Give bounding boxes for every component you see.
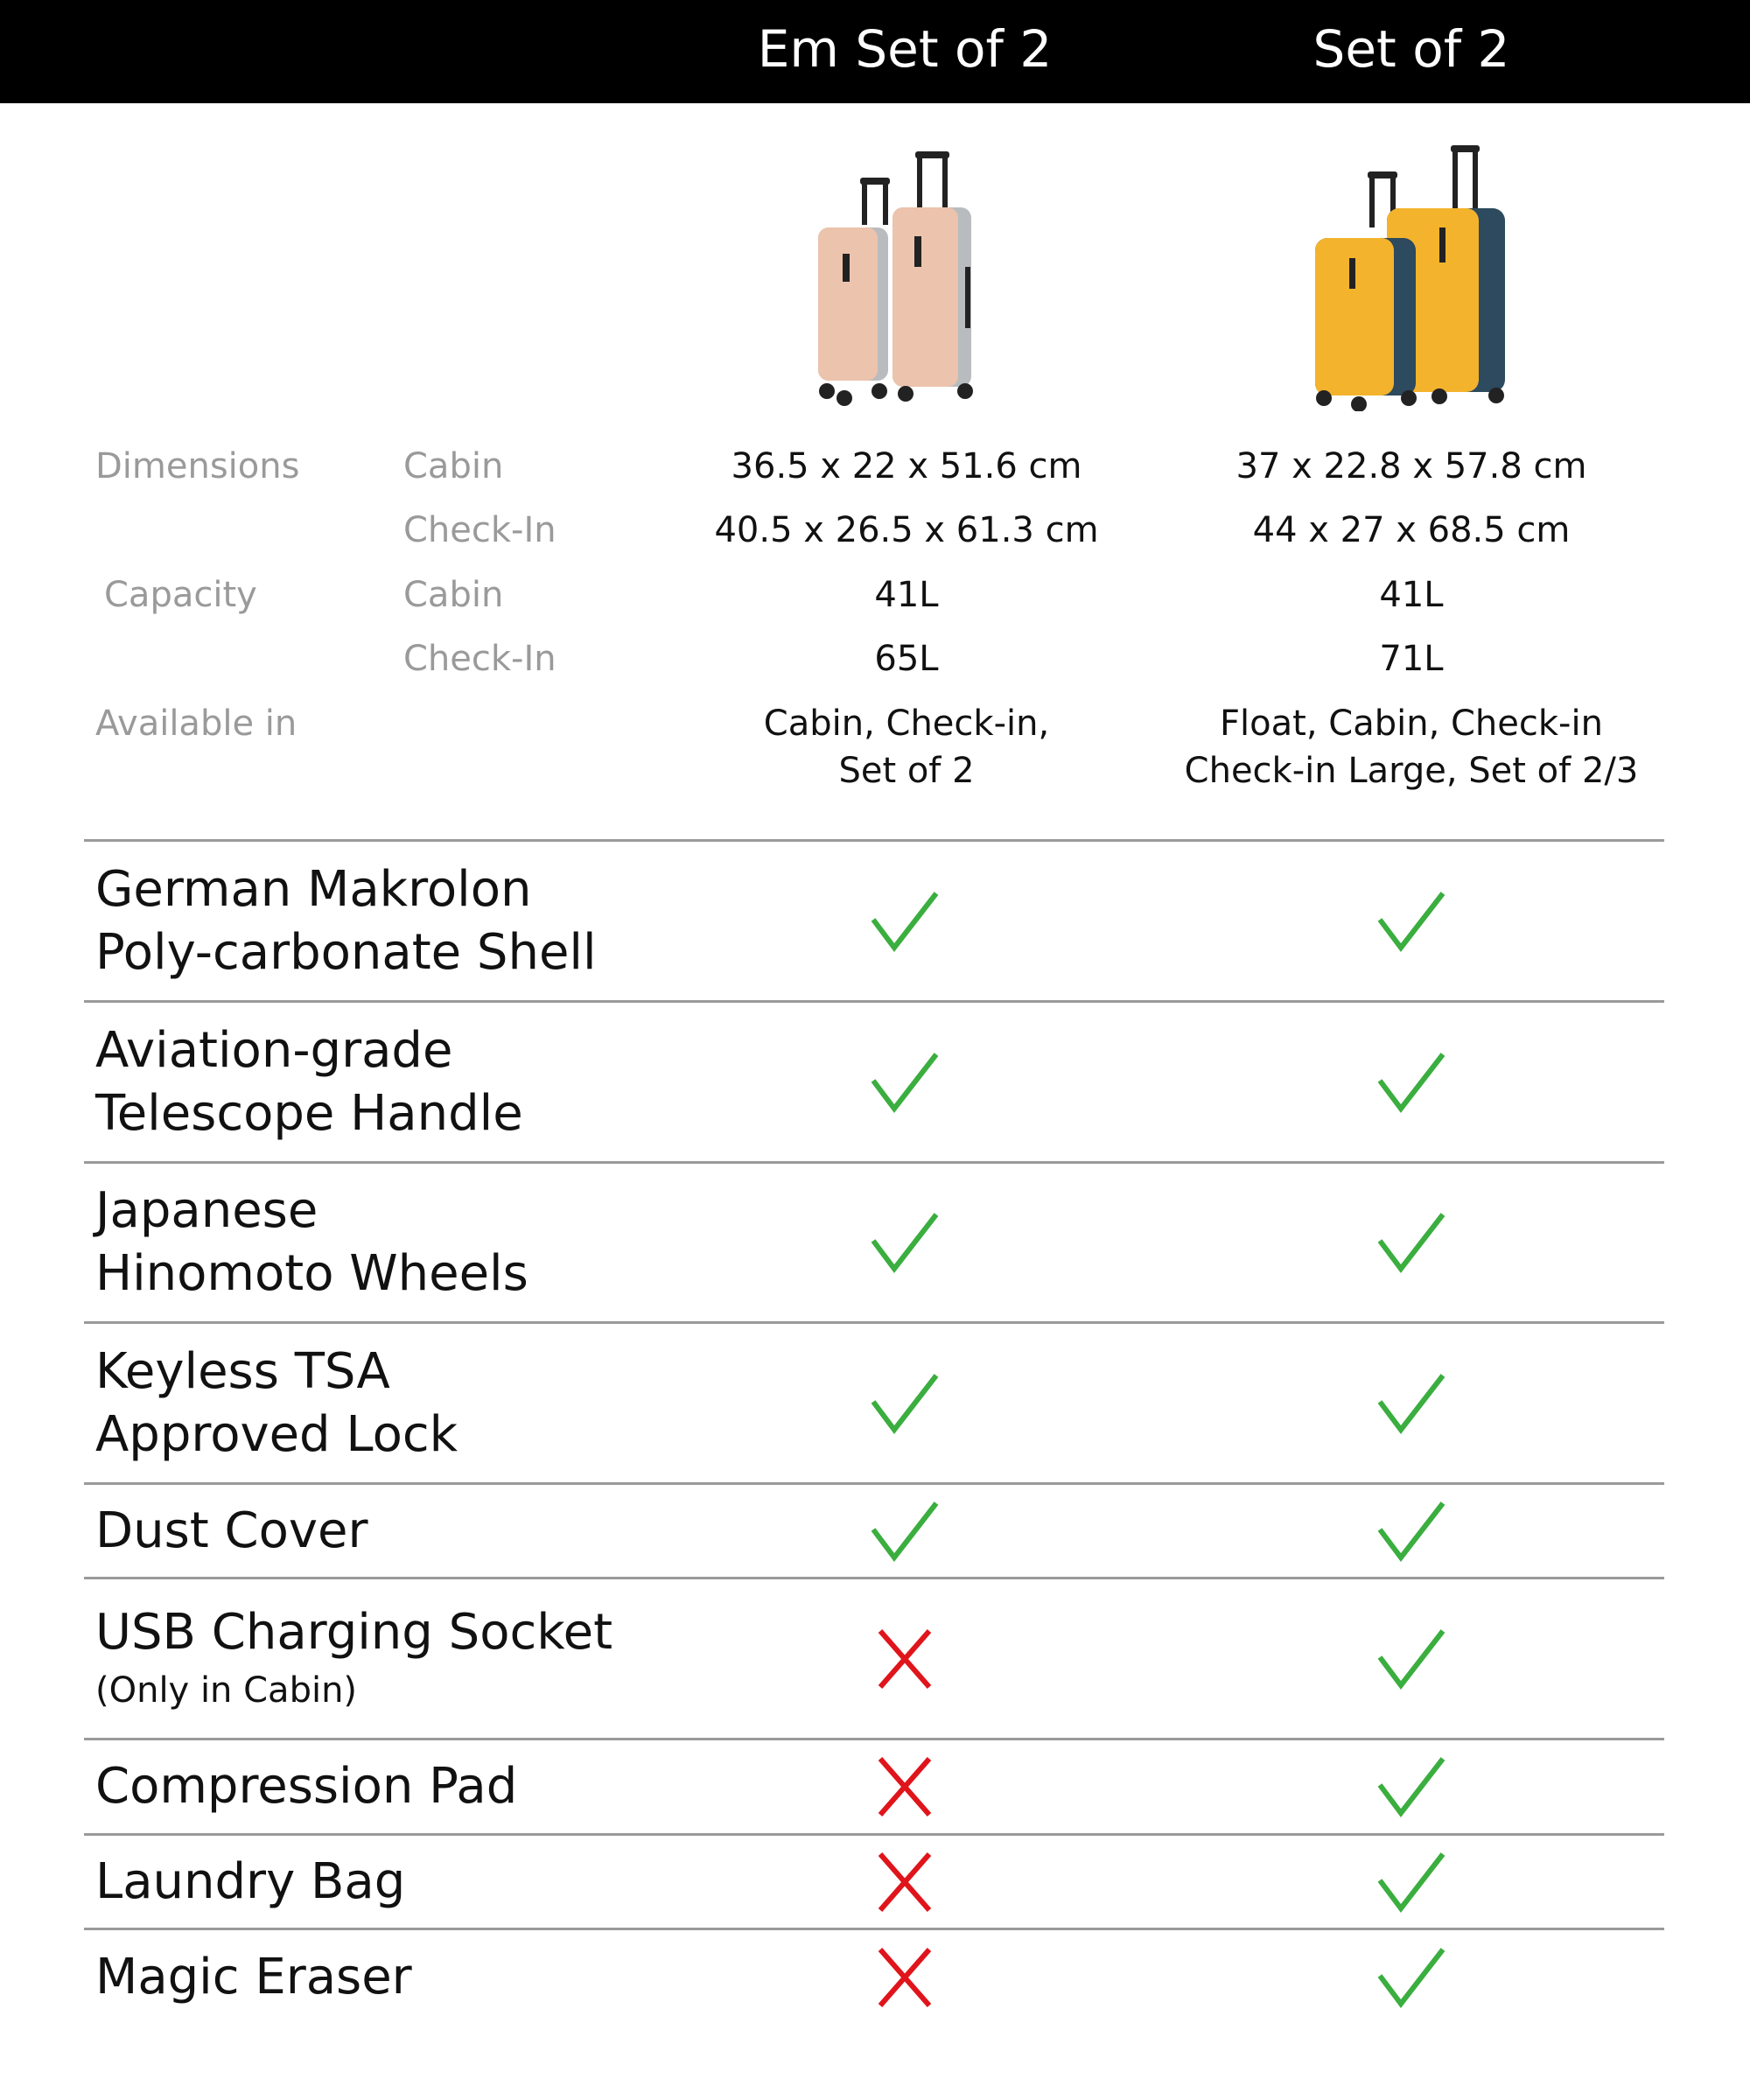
- feature-row: Compression Pad: [84, 1738, 1664, 1833]
- feature-label: USB Charging Socket (Only in Cabin): [95, 1601, 612, 1717]
- feature-label-line: Magic Eraser: [95, 1948, 412, 2006]
- feature-row: Magic Eraser: [84, 1928, 1664, 2024]
- feature-label: German Makrolon Poly-carbonate Shell: [95, 858, 597, 984]
- feature-label: Japanese Hinomoto Wheels: [95, 1180, 528, 1306]
- header-bar: Em Set of 2 Set of 2: [0, 0, 1750, 103]
- check-icon: [1377, 1757, 1446, 1817]
- check-icon: [1377, 1852, 1446, 1913]
- check-icon: [871, 1052, 939, 1113]
- em-available-line-1: Cabin, Check-in,: [763, 704, 1050, 744]
- set-available-line-2: Check-in Large, Set of 2/3: [1184, 751, 1639, 791]
- capacity-label: Capacity: [104, 575, 257, 615]
- feature-row: Aviation-grade Telescope Handle: [84, 1000, 1664, 1161]
- feature-label-line: German Makrolon: [95, 860, 532, 918]
- feature-label-line: Dust Cover: [95, 1502, 368, 1559]
- set-cabin-dimensions: 37 x 22.8 x 57.8 cm: [1236, 446, 1587, 486]
- dimensions-cabin-label: Cabin: [403, 446, 504, 486]
- check-icon: [1377, 891, 1446, 952]
- cross-icon: [878, 1947, 932, 2007]
- set-checkin-capacity: 71L: [1379, 639, 1444, 679]
- feature-label-line: Keyless TSA: [95, 1342, 390, 1400]
- pink-luggage-set-image: [818, 151, 973, 406]
- column-title-set-of-2: Set of 2: [1312, 19, 1510, 79]
- feature-row: Japanese Hinomoto Wheels: [84, 1161, 1664, 1321]
- capacity-checkin-label: Check-In: [403, 639, 556, 679]
- feature-label-line: Poly-carbonate Shell: [95, 923, 597, 981]
- feature-label-line: Approved Lock: [95, 1405, 458, 1463]
- check-icon: [1377, 1213, 1446, 1273]
- check-icon: [1377, 1628, 1446, 1690]
- capacity-cabin-label: Cabin: [403, 575, 504, 615]
- set-available-line-1: Float, Cabin, Check-in: [1220, 704, 1603, 744]
- em-cabin-dimensions: 36.5 x 22 x 51.6 cm: [731, 446, 1082, 486]
- set-cabin-capacity: 41L: [1379, 575, 1444, 615]
- features-table: German Makrolon Poly-carbonate Shell Aviat…: [84, 839, 1664, 2024]
- cross-icon: [878, 1757, 932, 1816]
- dimensions-checkin-label: Check-In: [403, 510, 556, 550]
- check-icon: [871, 891, 939, 952]
- available-in-label: Available in: [95, 704, 298, 744]
- check-icon: [871, 1501, 939, 1562]
- em-checkin-capacity: 65L: [874, 639, 939, 679]
- check-icon: [871, 1373, 939, 1434]
- feature-label-line: Telescope Handle: [95, 1084, 523, 1142]
- feature-row: German Makrolon Poly-carbonate Shell: [84, 839, 1664, 1000]
- em-available-line-2: Set of 2: [838, 751, 975, 791]
- check-icon: [1377, 1947, 1446, 2008]
- cross-icon: [878, 1852, 932, 1912]
- check-icon: [1377, 1373, 1446, 1434]
- feature-label: Dust Cover: [95, 1500, 368, 1563]
- feature-label-line: Japanese: [95, 1182, 318, 1239]
- feature-label-line: Compression Pad: [95, 1758, 518, 1815]
- feature-label: Keyless TSA Approved Lock: [95, 1340, 458, 1466]
- feature-row: Keyless TSA Approved Lock: [84, 1321, 1664, 1482]
- feature-label-line: Aviation-grade: [95, 1021, 453, 1079]
- dimensions-label: Dimensions: [95, 446, 300, 486]
- feature-label: Compression Pad: [95, 1755, 517, 1818]
- feature-label: Aviation-grade Telescope Handle: [95, 1019, 523, 1145]
- em-checkin-dimensions: 40.5 x 26.5 x 61.3 cm: [714, 510, 1099, 550]
- feature-label-line: Hinomoto Wheels: [95, 1245, 528, 1302]
- feature-label: Magic Eraser: [95, 1946, 412, 2009]
- column-title-em-set-of-2: Em Set of 2: [757, 19, 1053, 79]
- check-icon: [1377, 1501, 1446, 1562]
- feature-row: Dust Cover: [84, 1482, 1664, 1577]
- feature-row: Laundry Bag: [84, 1833, 1664, 1928]
- yellow-luggage-set-image: [1315, 145, 1505, 411]
- feature-row: USB Charging Socket (Only in Cabin): [84, 1577, 1664, 1738]
- cross-icon: [878, 1628, 932, 1689]
- feature-label-line: USB Charging Socket: [95, 1603, 613, 1661]
- feature-note: (Only in Cabin): [95, 1670, 358, 1711]
- set-checkin-dimensions: 44 x 27 x 68.5 cm: [1252, 510, 1571, 550]
- feature-label-line: Laundry Bag: [95, 1852, 406, 1910]
- check-icon: [871, 1213, 939, 1273]
- feature-label: Laundry Bag: [95, 1851, 405, 1914]
- em-cabin-capacity: 41L: [874, 575, 939, 615]
- check-icon: [1377, 1052, 1446, 1113]
